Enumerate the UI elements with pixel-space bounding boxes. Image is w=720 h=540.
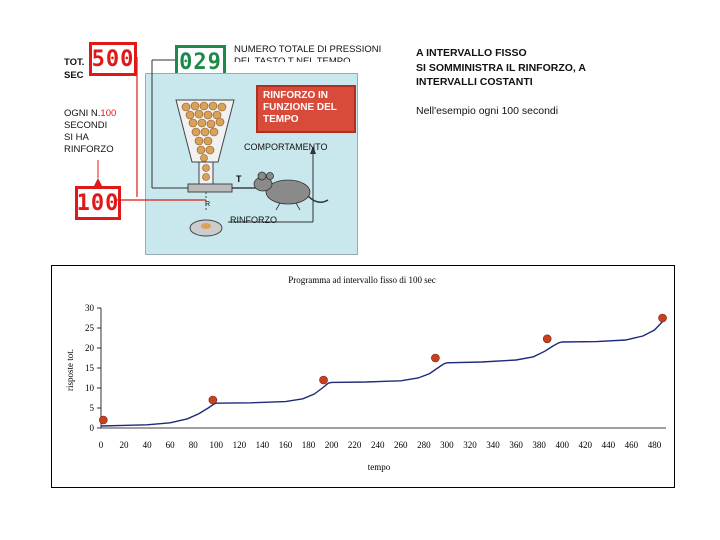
rat-icon [253,171,329,211]
ogni-line4: RINFORZO [64,144,114,155]
ogni-number: 100 [100,108,117,119]
rinforzo-label: RINFORZO [230,215,277,224]
cumulative-response-chart: Programma ad intervallo fisso di 100 sec… [65,275,667,472]
y-tick-label: 15 [85,363,95,373]
x-tick-label: 260 [394,440,408,450]
chart-y-axis-label: risposte tot. [65,349,75,391]
chart-frame [51,265,675,488]
reinforcement-time-box: RINFORZO IN FUNZIONE DEL TEMPO [256,85,356,133]
schedule-title: A INTERVALLO FISSO [416,47,527,59]
x-tick-label: 180 [302,440,316,450]
y-tick-label: 0 [90,423,95,433]
y-tick-label: 20 [85,343,95,353]
x-tick-label: 440 [602,440,616,450]
seconds-counter: 500 [89,42,137,76]
x-tick-label: 320 [463,440,477,450]
x-tick-label: 240 [371,440,385,450]
tot-label: Tot. [64,57,85,68]
ogni-prefix: OGNI N. [64,108,101,119]
y-tick-label: 30 [85,303,95,313]
interval-counter: 100 [75,186,121,220]
x-tick-label: 40 [143,440,153,450]
reinforcement-point [658,313,667,323]
food-dish-pellet [201,223,211,229]
seconds-counter-value: 500 [91,46,135,72]
interval-counter-value: 100 [76,190,120,216]
x-tick-label: 140 [256,440,270,450]
reinforcement-point [542,334,552,344]
x-tick-label: 340 [486,440,500,450]
x-tick-label: 80 [189,440,199,450]
presses-caption-line2: DEL TASTO T NEL TEMPO [234,56,351,62]
behavior-axis-arrow [310,146,316,154]
schedule-desc-line2: SI SOMMINISTRA IL RINFORZO, A [416,62,586,74]
x-tick-label: 380 [532,440,546,450]
presses-counter-value: 029 [179,49,222,75]
reinforcement-point [319,375,328,385]
comportamento-label: COMPORTAMENTO [244,142,328,152]
schedule-example: Nell'esempio ogni 100 secondi [416,105,559,117]
x-tick-label: 300 [440,440,454,450]
x-tick-label: 220 [348,440,362,450]
chart-x-ticks: 0 20 40 60 80 100 120 140 160 180 200 220 240 260 280 3… [99,440,662,450]
sec-label: SEC [64,70,84,81]
x-tick-label: 60 [166,440,176,450]
arrow-head [94,178,102,186]
reinforcement-markers [99,313,667,425]
schedule-desc-line3: INTERVALLI COSTANTI [416,76,533,88]
apparatus-illustration [94,57,329,237]
x-tick-label: 200 [325,440,339,450]
chart-y-ticks: 0 5 10 15 20 25 30 [85,303,101,433]
reinforcement-point [208,395,218,405]
chart-axes [100,308,666,429]
t-label: T [236,174,242,184]
x-tick-label: 420 [579,440,593,450]
x-tick-label: 120 [233,440,247,450]
ogni-line3: SI HA [64,132,89,143]
ogni-line2: SECONDI [64,120,108,131]
x-tick-label: 480 [648,440,662,450]
chart-x-axis-label: tempo [368,462,391,472]
y-tick-label: 5 [90,403,95,413]
x-tick-label: 100 [210,440,224,450]
cumulative-response-curve [100,317,667,427]
ogni-line1: OGNI N.100 [64,108,116,119]
x-tick-label: 460 [625,440,639,450]
lever-bar [187,183,233,193]
chart-title: Programma ad intervallo fisso di 100 sec [288,275,435,285]
presses-caption-line1: NUMERO TOTALE DI PRESSIONI [234,44,382,55]
reinforcement-point [431,353,440,363]
x-tick-label: 280 [417,440,431,450]
r-label: R [205,201,211,208]
x-tick-label: 160 [279,440,293,450]
x-tick-label: 20 [120,440,129,450]
y-tick-label: 10 [85,383,95,393]
x-tick-label: 400 [555,440,569,450]
food-pellets [181,101,227,181]
y-tick-label: 25 [85,323,95,333]
x-tick-label: 0 [99,440,104,450]
reinforcement-point [99,415,108,425]
x-tick-label: 360 [509,440,523,450]
